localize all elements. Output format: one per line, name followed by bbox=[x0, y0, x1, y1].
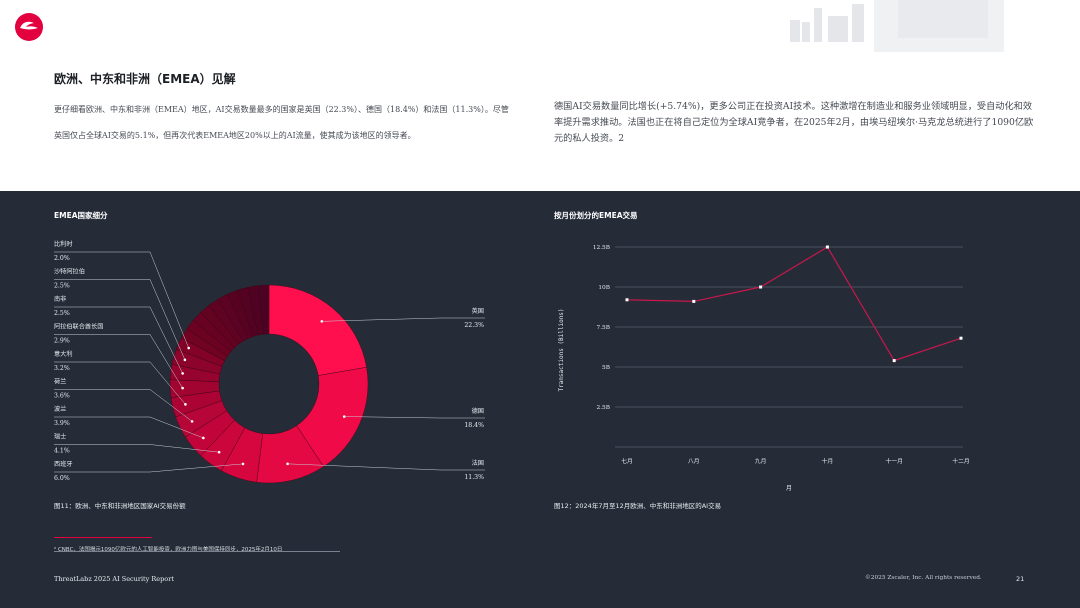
donut-label-name: 比利时 bbox=[54, 240, 73, 248]
data-point bbox=[892, 359, 896, 363]
page-number: 21 bbox=[1016, 575, 1025, 583]
donut-label-name: 沙特阿拉伯 bbox=[54, 268, 85, 276]
donut-slice-0 bbox=[268, 284, 367, 376]
donut-leader-left-0 bbox=[54, 251, 189, 349]
donut-leader-left-6 bbox=[54, 416, 204, 439]
y-tick-label: 7.5B bbox=[597, 325, 610, 331]
right-paragraph: 德国AI交易数量同比增长(+5.74%)，更多公司正在投资AI技术。这种激增在制… bbox=[554, 101, 1034, 144]
data-point bbox=[692, 299, 696, 303]
donut-point-left-3 bbox=[181, 386, 184, 390]
left-paragraph: 更仔细看欧洲、中东和非洲（EMEA）地区，AI交易数量最多的国家是英国（22.3… bbox=[54, 105, 509, 140]
donut-label-value: 3.2% bbox=[54, 365, 70, 372]
x-tick-label: 七月 bbox=[621, 457, 633, 465]
x-tick-label: 十一月 bbox=[885, 457, 902, 465]
x-tick-label: 九月 bbox=[755, 457, 767, 465]
series-line bbox=[626, 246, 962, 362]
donut-leader-left-8 bbox=[54, 463, 244, 473]
donut-label-value: 11.3% bbox=[464, 474, 484, 481]
donut-label-name: 英国 bbox=[472, 307, 484, 315]
x-tick-label: 十月 bbox=[822, 457, 834, 465]
y-axis-label: Transactions (Billions) bbox=[558, 308, 565, 391]
data-point bbox=[959, 336, 963, 340]
zscaler-logo-icon bbox=[15, 13, 43, 41]
donut-label-value: 6.0% bbox=[54, 475, 70, 482]
donut-label-value: 2.5% bbox=[54, 310, 70, 317]
y-tick-label: 10B bbox=[598, 285, 610, 291]
donut-point-left-8 bbox=[241, 462, 245, 466]
donut-leader-left-3 bbox=[54, 334, 183, 389]
footer-report-title: ThreatLabz 2025 AI Security Report bbox=[54, 575, 174, 583]
donut-chart-title: EMEA国家细分 bbox=[54, 211, 108, 220]
donut-label-name: 阿拉伯联合酋长国 bbox=[54, 323, 104, 331]
x-axis-label: 月 bbox=[786, 485, 792, 492]
donut-leader-left-4 bbox=[54, 361, 186, 405]
donut-leader-left-1 bbox=[54, 279, 186, 360]
section-title: 欧洲、中东和非洲（EMEA）见解 bbox=[54, 72, 236, 86]
donut-label-value: 2.9% bbox=[54, 338, 70, 345]
donut-label-value: 2.5% bbox=[54, 283, 70, 290]
donut-point-left-4 bbox=[184, 403, 187, 406]
donut-leader-left-5 bbox=[54, 389, 193, 422]
donut-label-value: 3.9% bbox=[54, 420, 70, 427]
donut-label-name: 荷兰 bbox=[54, 378, 66, 386]
donut-point-left-6 bbox=[202, 436, 205, 440]
footnote-accent-rule bbox=[54, 537, 152, 538]
donut-label-name: 南非 bbox=[54, 295, 66, 303]
footer-copyright: ©2025 Zscaler, Inc. All rights reserved. bbox=[865, 575, 982, 581]
donut-leader-0 bbox=[321, 317, 485, 322]
donut-leader-2 bbox=[287, 463, 485, 471]
donut-label-value: 3.6% bbox=[54, 393, 70, 400]
donut-point-left-1 bbox=[183, 358, 187, 362]
footnote-rule bbox=[54, 551, 340, 552]
top-panel: 欧洲、中东和非洲（EMEA）见解 更仔细看欧洲、中东和非洲（EMEA）地区，AI… bbox=[0, 0, 1080, 191]
donut-caption: 图11：欧洲、中东和非洲地区国家AI交易份额 bbox=[54, 502, 186, 510]
y-tick-label: 12.5B bbox=[593, 245, 610, 251]
line-caption: 图12：2024年7月至12月欧洲、中东和非洲地区的AI交易 bbox=[554, 502, 722, 510]
donut-label-name: 波兰 bbox=[54, 405, 66, 413]
donut-point-left-5 bbox=[190, 420, 194, 423]
decorative-graphic bbox=[788, 0, 1004, 52]
line-chart-title: 按月份划分的EMEA交易 bbox=[554, 211, 638, 220]
y-tick-label: 2.5B bbox=[597, 405, 610, 411]
donut-leader-left-2 bbox=[54, 306, 183, 374]
donut-leader-left-7 bbox=[54, 444, 220, 453]
donut-point-left-7 bbox=[217, 450, 221, 454]
data-point bbox=[625, 298, 629, 302]
donut-leader-1 bbox=[344, 416, 485, 419]
x-tick-label: 十二月 bbox=[952, 457, 969, 465]
donut-label-value: 22.3% bbox=[464, 322, 484, 329]
data-point bbox=[759, 285, 763, 289]
footnote: ² CNBC，法国揭示1090亿欧元的人工智能投资，欧洲力图与美国保持同步，20… bbox=[54, 547, 283, 553]
donut-label-name: 德国 bbox=[472, 407, 484, 415]
donut-label-value: 2.0% bbox=[54, 255, 70, 262]
donut-label-name: 意大利 bbox=[54, 350, 73, 358]
x-tick-label: 八月 bbox=[688, 458, 700, 465]
donut-point-left-2 bbox=[181, 372, 184, 375]
data-point bbox=[825, 245, 829, 249]
y-tick-label: 5B bbox=[602, 365, 610, 371]
donut-label-name: 西班牙 bbox=[54, 460, 73, 468]
donut-slice-other bbox=[258, 284, 270, 335]
donut-label-value: 18.4% bbox=[464, 422, 484, 429]
donut-point-left-0 bbox=[187, 346, 190, 350]
donut-label-name: 法国 bbox=[472, 459, 484, 467]
donut-label-name: 瑞士 bbox=[54, 433, 66, 441]
donut-label-value: 4.1% bbox=[54, 448, 70, 455]
